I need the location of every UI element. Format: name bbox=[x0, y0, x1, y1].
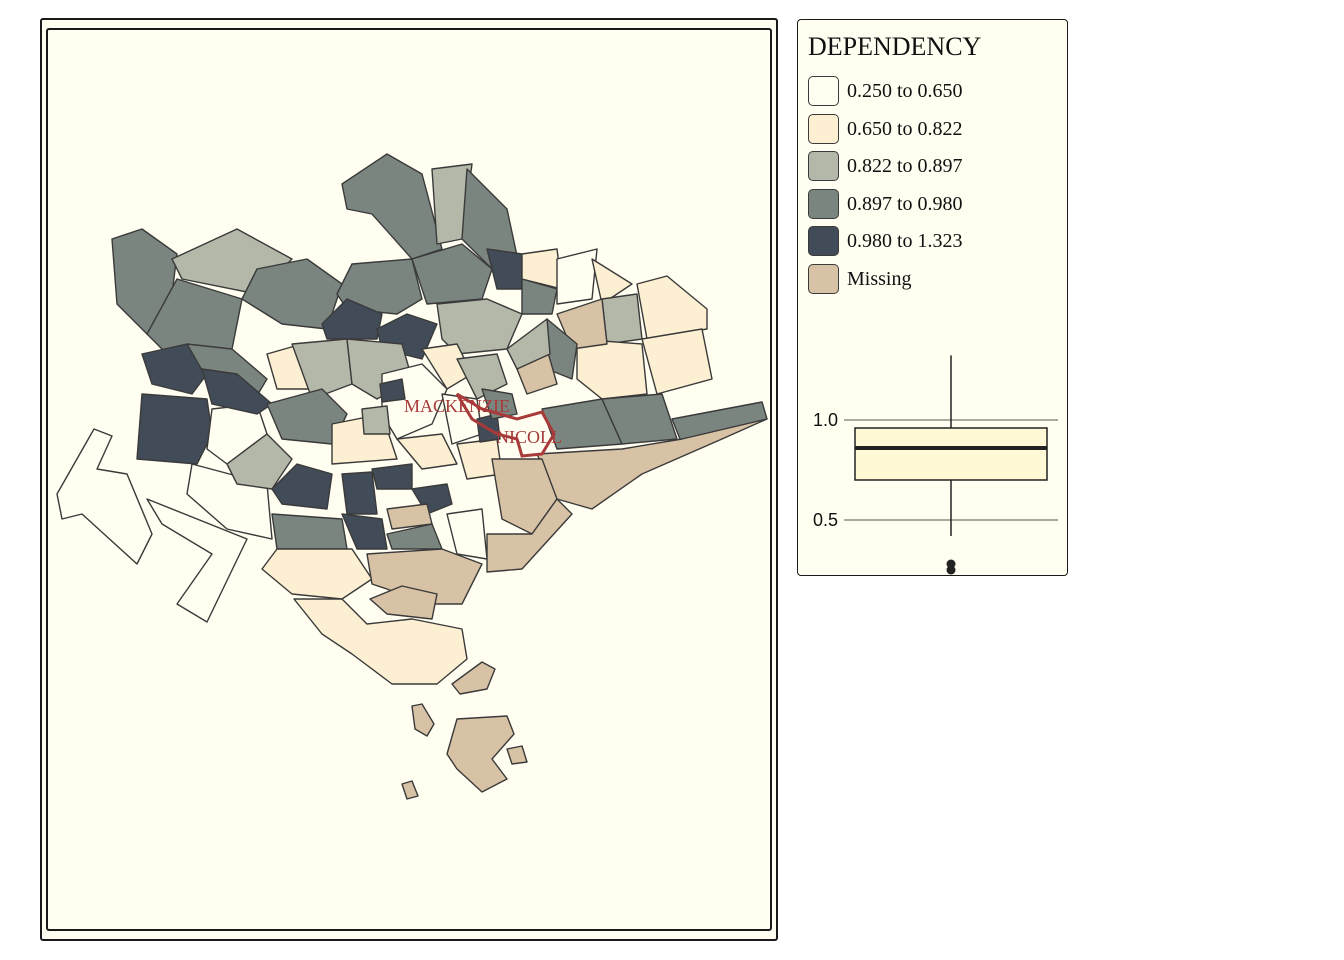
choropleth-map: MACKENZIE NICOLL bbox=[56, 153, 768, 800]
map-region bbox=[396, 433, 458, 470]
box bbox=[854, 427, 1048, 481]
legend-label: Missing bbox=[847, 268, 912, 290]
map-region bbox=[141, 343, 208, 395]
legend-label: 0.650 to 0.822 bbox=[847, 117, 963, 140]
legend-swatch bbox=[808, 264, 839, 294]
map-region bbox=[379, 378, 406, 403]
map-region bbox=[136, 393, 213, 465]
legend-panel: DEPENDENCY 0.250 to 0.650 0.650 to 0.822 0… bbox=[797, 19, 1068, 576]
map-region bbox=[226, 433, 293, 490]
map-label-nicoll: NICOLL bbox=[496, 427, 562, 447]
legend-title: DEPENDENCY bbox=[808, 32, 982, 61]
map-label-mackenzie: MACKENZIE bbox=[404, 396, 510, 416]
map-region bbox=[601, 393, 678, 445]
legend-label: 0.822 to 0.897 bbox=[847, 155, 963, 178]
map-panel: MACKENZIE NICOLL bbox=[46, 28, 772, 931]
map-region bbox=[56, 428, 153, 565]
highlighted-district-outline bbox=[455, 392, 556, 458]
map-region bbox=[506, 318, 551, 370]
legend-swatch bbox=[808, 76, 839, 106]
map-region bbox=[341, 513, 388, 550]
map-region bbox=[401, 780, 419, 800]
legend-swatch bbox=[808, 188, 839, 219]
map-region bbox=[271, 513, 348, 550]
map-region bbox=[456, 353, 508, 400]
map-region bbox=[536, 418, 768, 510]
map-region bbox=[369, 585, 438, 620]
y-tick-label: 1.0 bbox=[813, 410, 838, 430]
map-region bbox=[576, 338, 648, 400]
map-frame: MACKENZIE NICOLL bbox=[40, 18, 778, 941]
map-region bbox=[321, 298, 383, 340]
map-region bbox=[411, 243, 493, 305]
map-region bbox=[361, 405, 391, 435]
map-region bbox=[341, 153, 443, 260]
legend-swatch bbox=[808, 113, 839, 144]
map-region bbox=[446, 715, 515, 793]
map-region bbox=[641, 328, 713, 395]
map-region bbox=[371, 463, 413, 490]
map-region bbox=[271, 463, 333, 510]
legend-label: 0.897 to 0.980 bbox=[847, 192, 963, 215]
map-region bbox=[201, 368, 273, 415]
map-region bbox=[451, 661, 496, 695]
map-region bbox=[521, 278, 558, 315]
map-region bbox=[261, 548, 373, 600]
outlier-point bbox=[946, 565, 956, 575]
map-region bbox=[506, 745, 528, 765]
map-region bbox=[446, 508, 488, 560]
map-region bbox=[591, 258, 633, 305]
map-region bbox=[293, 598, 468, 685]
map-region bbox=[601, 293, 643, 345]
legend-label: 0.250 to 0.650 bbox=[847, 80, 963, 102]
map-region bbox=[411, 703, 435, 737]
y-tick-label: 0.5 bbox=[813, 510, 838, 530]
map-region bbox=[486, 248, 523, 290]
map-region bbox=[386, 503, 433, 530]
map-region bbox=[486, 498, 573, 573]
map-region bbox=[556, 248, 598, 305]
map-region bbox=[341, 471, 378, 515]
legend-swatch bbox=[808, 151, 839, 182]
legend-swatch bbox=[808, 226, 839, 257]
map-region bbox=[146, 498, 248, 623]
legend-label: 0.980 to 1.323 bbox=[847, 230, 963, 253]
distribution-boxplot: 1.0 0.5 bbox=[813, 355, 1058, 575]
map-region bbox=[636, 275, 708, 340]
